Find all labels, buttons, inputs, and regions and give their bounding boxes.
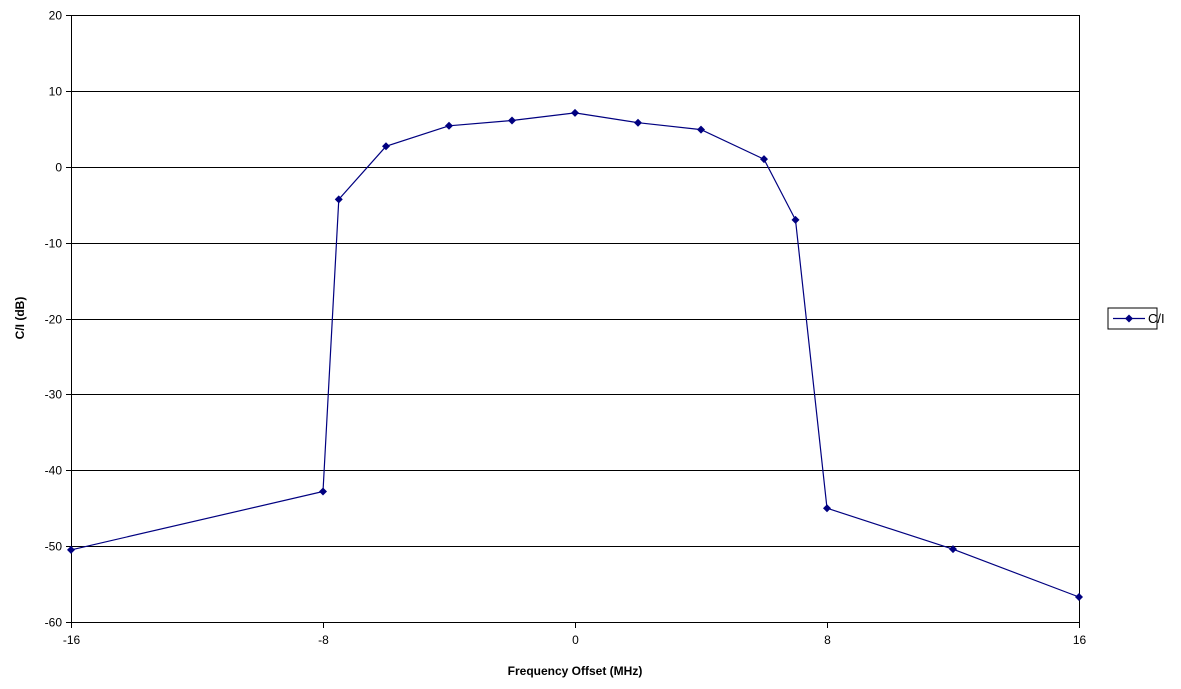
- data-point-marker: [571, 108, 579, 117]
- data-point-marker: [697, 125, 705, 134]
- series-line: [70, 112, 1080, 598]
- y-tick-label: 20: [49, 9, 63, 23]
- data-point-marker: [634, 118, 642, 127]
- data-point-marker: [823, 504, 831, 513]
- data-point-marker: [445, 121, 453, 130]
- y-tick-label: -60: [45, 616, 63, 630]
- axes: [66, 15, 1080, 628]
- data-point-marker: [949, 545, 957, 554]
- data-point-marker: [1075, 592, 1083, 601]
- data-point-marker: [791, 215, 800, 224]
- y-tick-label: -10: [45, 237, 63, 251]
- data-point-marker: [67, 545, 75, 554]
- y-tick-label: 10: [49, 85, 63, 99]
- gridlines: [71, 15, 1079, 623]
- y-tick-label: -20: [45, 313, 63, 327]
- x-tick-label: 0: [572, 633, 579, 647]
- y-tick-label: -40: [45, 464, 63, 478]
- legend: C/I: [1107, 307, 1165, 330]
- x-tick-label: 8: [824, 633, 831, 647]
- y-tick-label: 0: [55, 161, 62, 175]
- data-point-marker: [508, 116, 516, 125]
- y-tick-label: -50: [45, 540, 63, 554]
- legend-series-label: C/I: [1148, 311, 1165, 326]
- legend-series-marker: [1125, 314, 1133, 323]
- y-axis-title: C/I (dB): [13, 297, 27, 340]
- series-layer: [67, 108, 1083, 601]
- data-point-marker: [760, 155, 768, 164]
- x-tick-label: -8: [318, 633, 329, 647]
- tick-labels: 20 10 0 -10 -20 -30 -40 -50 -60-16 -8 0 8 16: [45, 9, 1087, 648]
- x-axis-title: Frequency Offset (MHz): [508, 664, 643, 678]
- data-point-marker: [382, 142, 390, 151]
- data-point-marker: [319, 487, 327, 496]
- y-tick-label: -30: [45, 388, 63, 402]
- x-tick-label: 16: [1073, 633, 1087, 647]
- data-point-marker: [334, 195, 343, 204]
- x-tick-label: -16: [63, 633, 81, 647]
